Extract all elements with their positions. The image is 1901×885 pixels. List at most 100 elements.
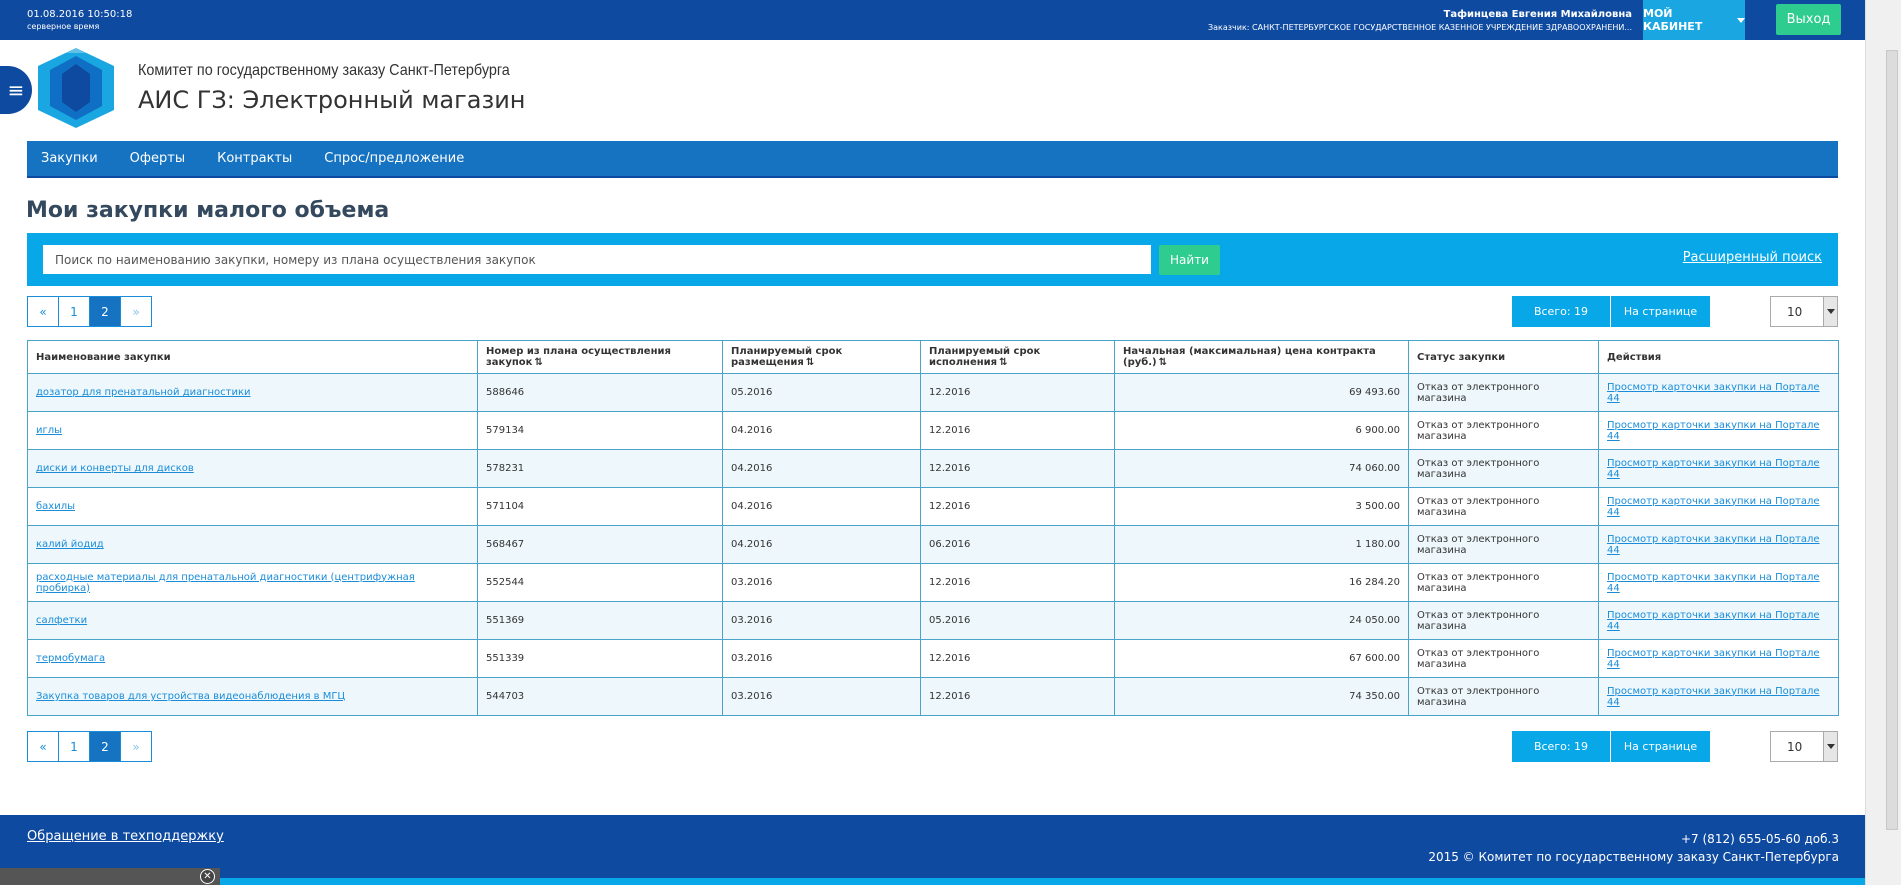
scrollbar-thumb[interactable]	[1886, 50, 1898, 830]
execution-date-cell: 12.2016	[929, 691, 971, 702]
column-header-price[interactable]: Начальная (максимальная) цена контракта …	[1114, 340, 1409, 374]
table-cell: Просмотр карточки закупки на Портале 44	[1598, 487, 1839, 526]
view-card-link[interactable]: Просмотр карточки закупки на Портале 44	[1607, 495, 1820, 518]
search-input[interactable]: Поиск по наименованию закупки, номеру из…	[43, 245, 1151, 274]
purchase-name-link[interactable]: калий йодид	[36, 539, 104, 550]
column-header-placement-date[interactable]: Планируемый срок размещения ⇅	[722, 340, 921, 374]
purchase-name-link[interactable]: Закупка товаров для устройства видеонабл…	[36, 691, 346, 702]
purchase-name-link[interactable]: иглы	[36, 425, 63, 436]
table-row: иглы 579134 04.2016 12.2016 6 900.00 Отказ от…	[27, 411, 1839, 450]
table-cell: Просмотр карточки закупки на Портале 44	[1598, 639, 1839, 678]
nav-item-offers[interactable]: Оферты	[129, 151, 186, 166]
nav-item-contracts[interactable]: Контракты	[217, 151, 293, 166]
purchase-name-link[interactable]: расходные материалы для пренатальной диа…	[36, 571, 415, 594]
price-cell: 1 180.00	[1355, 539, 1400, 550]
price-cell: 16 284.20	[1349, 577, 1400, 588]
logout-button[interactable]: Выход	[1776, 4, 1841, 35]
page-scrollbar[interactable]	[1865, 0, 1901, 885]
execution-date-cell: 05.2016	[929, 615, 971, 626]
table-cell: салфетки	[27, 601, 478, 640]
table-cell: 03.2016	[722, 563, 921, 602]
purchase-name-link[interactable]: диски и конверты для дисков	[36, 463, 194, 474]
price-cell: 74 060.00	[1349, 463, 1400, 474]
pagination-bottom: « 1 2 »	[27, 731, 152, 762]
page-1-button[interactable]: 1	[58, 731, 90, 762]
plan-number-cell: 551339	[486, 653, 525, 664]
status-cell: Отказ от электронного магазина	[1417, 685, 1540, 708]
purchase-name-link[interactable]: термобумага	[36, 653, 106, 664]
view-card-link[interactable]: Просмотр карточки закупки на Портале 44	[1607, 609, 1820, 632]
table-cell: бахилы	[27, 487, 478, 526]
nav-item-demand-supply[interactable]: Спрос/предложение	[324, 151, 465, 166]
sort-icon[interactable]: ⇅	[1158, 357, 1167, 368]
purchases-table: Наименование закупки Номер из плана осущ…	[27, 340, 1839, 716]
view-card-link[interactable]: Просмотр карточки закупки на Портале 44	[1607, 685, 1820, 708]
per-page-select[interactable]: 10	[1770, 296, 1838, 327]
page-2-button[interactable]: 2	[89, 731, 121, 762]
placement-date-cell: 05.2016	[731, 387, 773, 398]
page-1-button[interactable]: 1	[58, 296, 90, 327]
user-name: Тафинцева Евгения Михайловна	[1443, 9, 1633, 20]
placement-date-cell: 04.2016	[731, 425, 773, 436]
view-card-link[interactable]: Просмотр карточки закупки на Портале 44	[1607, 381, 1820, 404]
view-card-link[interactable]: Просмотр карточки закупки на Портале 44	[1607, 647, 1820, 670]
view-card-link[interactable]: Просмотр карточки закупки на Портале 44	[1607, 419, 1820, 442]
table-cell: Просмотр карточки закупки на Портале 44	[1598, 601, 1839, 640]
table-cell: 552544	[477, 563, 723, 602]
nav-item-purchases[interactable]: Закупки	[41, 151, 98, 166]
table-cell: 12.2016	[920, 373, 1115, 412]
table-cell: 04.2016	[722, 449, 921, 488]
page-2-button[interactable]: 2	[89, 296, 121, 327]
bottom-panel: ✕	[0, 868, 220, 885]
column-header-name[interactable]: Наименование закупки	[27, 340, 478, 374]
purchase-name-link[interactable]: бахилы	[36, 501, 75, 512]
status-cell: Отказ от электронного магазина	[1417, 381, 1540, 404]
sort-icon[interactable]: ⇅	[805, 357, 815, 368]
plan-number-cell: 578231	[486, 463, 525, 474]
close-icon[interactable]: ✕	[200, 869, 215, 884]
page-next-button[interactable]: »	[120, 731, 152, 762]
table-cell: 74 060.00	[1114, 449, 1409, 488]
my-cabinet-label: МОЙ КАБИНЕТ	[1643, 7, 1703, 33]
execution-date-cell: 06.2016	[929, 539, 971, 550]
advanced-search-link[interactable]: Расширенный поиск	[1682, 250, 1822, 265]
my-cabinet-button[interactable]: МОЙ КАБИНЕТ	[1643, 0, 1745, 40]
support-link[interactable]: Обращение в техподдержку	[27, 829, 224, 844]
find-button[interactable]: Найти	[1159, 245, 1220, 275]
page-next-button[interactable]: »	[120, 296, 152, 327]
table-cell: расходные материалы для пренатальной диа…	[27, 563, 478, 602]
table-cell: Просмотр карточки закупки на Портале 44	[1598, 563, 1839, 602]
table-cell: Отказ от электронного магазина	[1408, 411, 1599, 450]
sort-icon[interactable]: ⇅	[534, 357, 543, 368]
per-page-select[interactable]: 10	[1770, 731, 1838, 762]
column-header-plan-number[interactable]: Номер из плана осуществления закупок ⇅	[477, 340, 723, 374]
table-cell: Отказ от электронного магазина	[1408, 601, 1599, 640]
table-cell: 1 180.00	[1114, 525, 1409, 564]
view-card-link[interactable]: Просмотр карточки закупки на Портале 44	[1607, 571, 1820, 594]
table-cell: Отказ от электронного магазина	[1408, 525, 1599, 564]
execution-date-cell: 12.2016	[929, 387, 971, 398]
page-prev-button[interactable]: «	[27, 731, 59, 762]
view-card-link[interactable]: Просмотр карточки закупки на Портале 44	[1607, 457, 1820, 480]
table-cell: 571104	[477, 487, 723, 526]
column-header-status: Статус закупки	[1408, 340, 1599, 374]
page-prev-button[interactable]: «	[27, 296, 59, 327]
table-cell: 74 350.00	[1114, 677, 1409, 716]
table-cell: 69 493.60	[1114, 373, 1409, 412]
table-cell: Просмотр карточки закупки на Портале 44	[1598, 677, 1839, 716]
table-cell: Закупка товаров для устройства видеонабл…	[27, 677, 478, 716]
column-header-execution-date[interactable]: Планируемый срок исполнения ⇅	[920, 340, 1115, 374]
price-cell: 74 350.00	[1349, 691, 1400, 702]
main-nav: Закупки Оферты Контракты Спрос/предложен…	[27, 141, 1838, 178]
sort-icon[interactable]: ⇅	[999, 357, 1008, 368]
view-card-link[interactable]: Просмотр карточки закупки на Портале 44	[1607, 533, 1820, 556]
table-row: салфетки 551369 03.2016 05.2016 24 050.00 Отк…	[27, 601, 1839, 640]
table-cell: Просмотр карточки закупки на Портале 44	[1598, 373, 1839, 412]
menu-toggle-button[interactable]: ≡	[0, 66, 32, 114]
placement-date-cell: 04.2016	[731, 463, 773, 474]
table-cell: иглы	[27, 411, 478, 450]
purchase-name-link[interactable]: салфетки	[36, 615, 88, 626]
total-count: Всего: 19	[1512, 296, 1611, 327]
table-cell: 588646	[477, 373, 723, 412]
purchase-name-link[interactable]: дозатор для пренатальной диагностики	[36, 387, 251, 398]
